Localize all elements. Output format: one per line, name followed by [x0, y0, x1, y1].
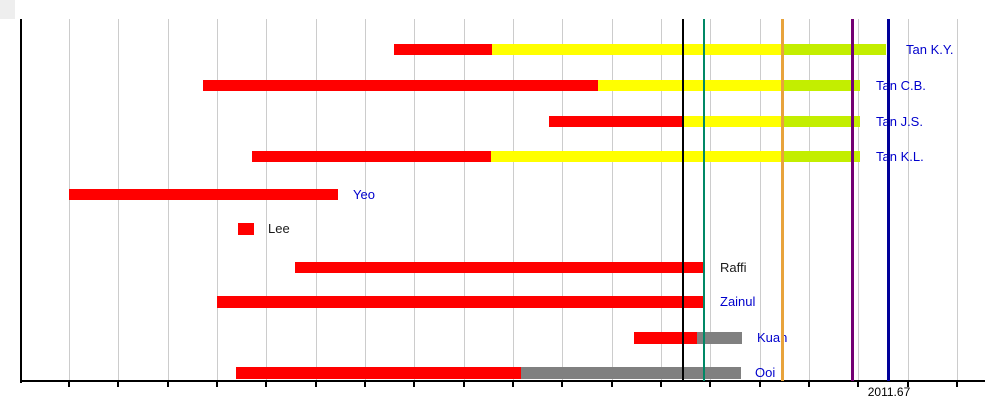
bar-segment-kuan — [697, 332, 742, 344]
row-label-tan-k-l: Tan K.L. — [876, 148, 924, 164]
gridline — [315, 19, 317, 381]
x-axis-tick — [413, 382, 415, 387]
bar-segment-tan-k-y — [783, 44, 886, 55]
corner-artifact — [0, 0, 15, 19]
row-label-kuan: Kuan — [757, 330, 788, 345]
bar-segment-tan-k-y — [394, 44, 492, 55]
gridline — [216, 19, 218, 381]
bar-segment-tan-j-s — [783, 116, 860, 127]
gridline — [907, 19, 909, 381]
event-line-navy — [886, 19, 890, 381]
gridline — [709, 19, 711, 381]
bar-segment-tan-c-b — [783, 80, 860, 91]
x-axis — [20, 380, 985, 382]
gridline — [463, 19, 465, 381]
bar-segment-ooi — [521, 367, 741, 379]
x-axis-tick — [759, 382, 761, 387]
gridline — [759, 19, 761, 381]
bar-segment-tan-k-l — [783, 151, 860, 162]
gridline — [364, 19, 366, 381]
x-axis-tick — [167, 382, 169, 387]
gridline — [561, 19, 563, 381]
row-label-yeo: Yeo — [353, 186, 375, 202]
row-label-lee: Lee — [268, 221, 290, 236]
x-axis-tick — [956, 382, 958, 387]
gridline — [611, 19, 613, 381]
bar-segment-yeo — [69, 189, 338, 200]
gridline — [956, 19, 958, 381]
gridline — [117, 19, 119, 381]
row-label-tan-c-b: Tan C.B. — [876, 77, 926, 93]
event-line-teal — [703, 19, 705, 381]
gridline — [660, 19, 662, 381]
gridline — [857, 19, 859, 381]
bar-segment-lee — [238, 223, 254, 235]
gridline — [413, 19, 415, 381]
x-axis-tick — [117, 382, 119, 387]
x-axis-tick — [709, 382, 711, 387]
x-axis-tick — [364, 382, 366, 387]
x-axis-tick — [611, 382, 613, 387]
row-label-raffi: Raffi — [720, 259, 747, 275]
bar-segment-tan-k-l — [491, 151, 783, 162]
x-axis-tick — [265, 382, 267, 387]
gridline — [68, 19, 70, 381]
x-axis-tick — [512, 382, 514, 387]
x-axis-tick — [907, 382, 909, 387]
bar-segment-raffi — [295, 262, 703, 273]
row-label-tan-k-y: Tan K.Y. — [906, 41, 954, 57]
gridline — [167, 19, 169, 381]
x-axis-tick — [808, 382, 810, 387]
row-label-zainul: Zainul — [720, 294, 756, 309]
gridline — [808, 19, 810, 381]
x-axis-tick — [68, 382, 70, 387]
row-label-ooi: Ooi — [755, 365, 776, 380]
bar-segment-kuan — [634, 332, 697, 344]
event-line-orange — [780, 19, 784, 381]
bar-segment-tan-c-b — [598, 80, 783, 91]
x-axis-tick — [561, 382, 563, 387]
x-axis-tick — [857, 382, 859, 387]
bar-segment-tan-k-l — [252, 151, 491, 162]
x-axis-tick — [216, 382, 218, 387]
bar-segment-tan-j-s — [683, 116, 783, 127]
y-axis — [20, 19, 22, 383]
bar-segment-ooi — [236, 367, 521, 379]
event-line-purple — [850, 19, 854, 381]
x-axis-tick — [463, 382, 465, 387]
x-axis-tick — [660, 382, 662, 387]
event-line-black — [682, 19, 684, 381]
x-axis-tick — [315, 382, 317, 387]
bar-segment-zainul — [217, 296, 703, 308]
row-label-tan-j-s: Tan J.S. — [876, 113, 923, 129]
bar-segment-tan-c-b — [203, 80, 598, 91]
gridline — [265, 19, 267, 381]
gridline — [512, 19, 514, 381]
bar-segment-tan-k-y — [492, 44, 783, 55]
x-axis-label: 2011.67 — [867, 385, 911, 399]
bar-segment-tan-j-s — [549, 116, 683, 127]
